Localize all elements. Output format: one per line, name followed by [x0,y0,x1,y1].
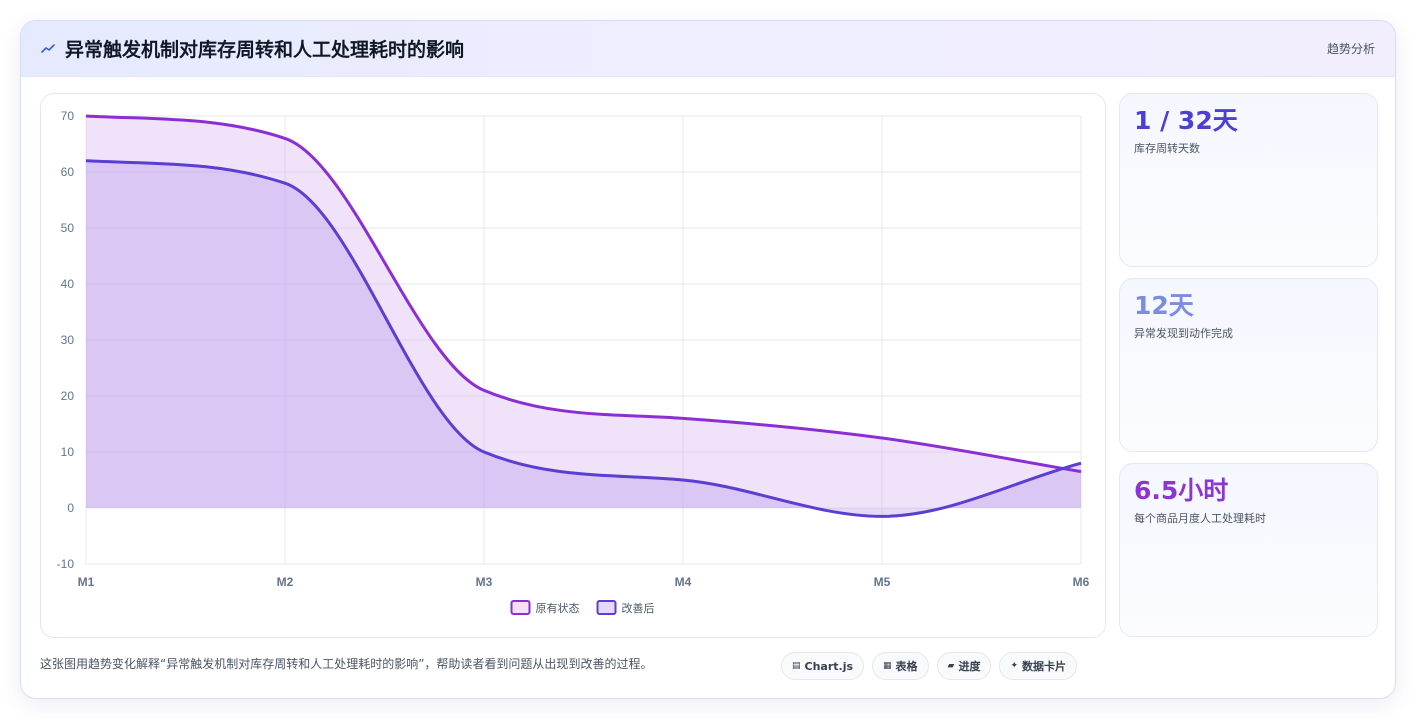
y-tick-label: 10 [61,445,75,459]
stat-card-response: 12天 异常发现到动作完成 [1119,278,1378,452]
page-title: 异常触发机制对库存周转和人工处理耗时的影响 [65,39,465,61]
chart-panel: -10 0 10 20 30 40 50 60 70 M1 M2 M3 M4 M5 M6 原有状态 改善后 [40,93,1106,638]
y-tick-label: 70 [61,109,75,123]
chip-data-card[interactable]: ✦ 数据卡片 [999,652,1078,680]
header-tag[interactable]: 趋势分析 [1326,42,1375,56]
x-tick-label: M4 [675,575,692,589]
stat-value: 1 / 32天 [1134,106,1238,135]
legend-swatch [510,600,531,615]
chip-label: Chart.js [804,659,854,673]
stat-card-turnover: 1 / 32天 库存周转天数 [1119,93,1378,267]
y-tick-label: 40 [61,277,75,291]
x-tick-label: M2 [277,575,294,589]
progress-icon: ▰ [947,661,955,671]
series-line-1[interactable] [85,159,1082,518]
area-chart: -10 0 10 20 30 40 50 60 70 M1 M2 M3 M4 M5 M6 原有状态 改善后 [57,109,1090,615]
stat-card-labor: 6.5小时 每个商品月度人工处理耗时 [1119,463,1378,637]
stat-value: 6.5小时 [1134,476,1229,505]
table-icon: ▦ [883,661,892,671]
x-tick-label: M3 [476,575,493,589]
series-line-0[interactable] [85,114,1082,474]
y-tick-label: 30 [61,333,75,347]
legend-label: 改善后 [622,601,655,615]
legend-item-0[interactable]: 原有状态 [510,600,580,615]
chip-table[interactable]: ▦ 表格 [872,652,929,680]
data-card-icon: ✦ [1010,661,1019,671]
y-tick-label: 0 [67,501,74,515]
tech-chips: ▤ Chart.js ▦ 表格 ▰ 进度 ✦ 数据卡片 [781,652,1078,680]
chip-progress[interactable]: ▰ 进度 [936,652,992,680]
series-area-1 [86,160,1081,517]
chip-label: 数据卡片 [1022,660,1067,673]
chart-icon: ▤ [792,661,801,671]
x-tick-label: M6 [1073,575,1090,589]
chart-description: 这张图用趋势变化解释“异常触发机制对库存周转和人工处理耗时的影响”，帮助读者看到… [40,657,653,671]
chip-label: 表格 [895,660,918,673]
legend-item-1[interactable]: 改善后 [596,600,655,615]
stat-label: 异常发现到动作完成 [1134,327,1233,340]
stat-label: 库存周转天数 [1134,142,1200,155]
legend-label: 原有状态 [536,601,580,615]
card-header: 异常触发机制对库存周转和人工处理耗时的影响 趋势分析 [21,21,1395,77]
legend-swatch [596,600,617,615]
stat-label: 每个商品月度人工处理耗时 [1134,512,1266,525]
x-tick-label: M1 [78,575,95,589]
chip-label: 进度 [958,660,981,673]
y-tick-label: 50 [61,221,75,235]
y-tick-label: -10 [57,557,75,571]
stat-value: 12天 [1134,291,1194,320]
chip-chartjs[interactable]: ▤ Chart.js [781,652,865,680]
dashboard-card: 异常触发机制对库存周转和人工处理耗时的影响 趋势分析 -10 0 10 20 30 40 5… [20,20,1396,699]
y-tick-label: 60 [61,165,75,179]
grid-lines [85,115,1082,565]
trend-line-icon [41,43,55,53]
series-area-0 [86,116,1081,508]
x-tick-label: M5 [874,575,891,589]
y-tick-label: 20 [61,389,75,403]
